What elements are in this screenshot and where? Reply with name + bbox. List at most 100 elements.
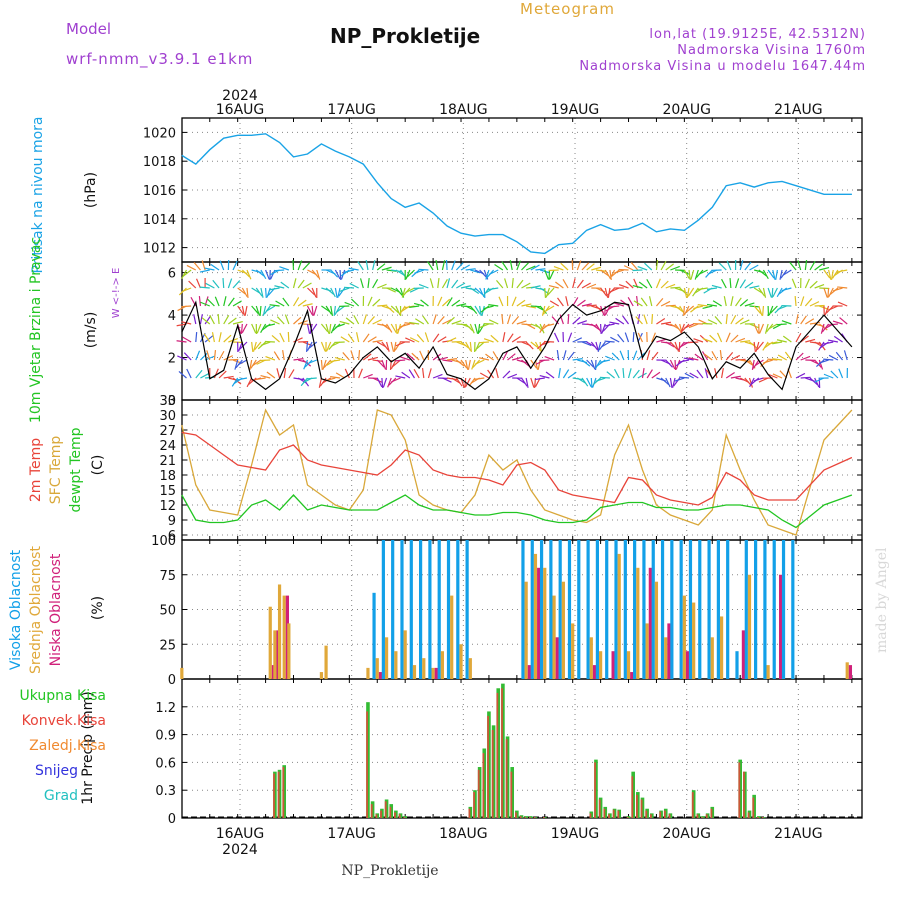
wind-arrow: [488, 319, 499, 325]
wind-arrow: [651, 351, 659, 361]
wind-arrow: [620, 299, 629, 307]
wind-arrow: [818, 341, 825, 351]
wind-arrow: [421, 368, 425, 379]
wind-arrow: [284, 314, 290, 325]
wind-arrow: [581, 262, 590, 271]
wind-arrow: [204, 335, 214, 343]
wind-arrow: [567, 371, 577, 379]
wind-arrow: [632, 269, 643, 272]
wind-arrow: [516, 299, 526, 307]
precip-conv-bar: [691, 792, 694, 818]
cloud-bar: [766, 665, 770, 679]
cloud-bar: [446, 540, 451, 679]
wind-arrow: [177, 355, 187, 361]
wind-arrow: [335, 323, 345, 328]
wind-arrow: [832, 287, 843, 292]
wind-arrow: [644, 262, 653, 271]
wind-arrow: [266, 305, 276, 312]
wind-arrow: [590, 377, 593, 389]
wind-arrow: [655, 278, 661, 289]
wind-arrow: [193, 261, 201, 271]
wind-arrow: [372, 377, 382, 383]
wind-arrow: [730, 314, 737, 325]
wind-arrow: [260, 269, 267, 280]
wind-arrow: [501, 261, 509, 271]
precip-conv-bar: [603, 808, 606, 818]
precip-conv-bar: [533, 817, 536, 818]
cloud-bar: [633, 540, 637, 679]
wind-arrow: [581, 377, 589, 387]
wind-arrow: [322, 359, 327, 370]
wind-arrow: [567, 313, 570, 325]
wind-arrow: [516, 260, 521, 271]
wind-arrow: [637, 332, 644, 343]
wind-arrow: [683, 287, 688, 298]
wind-arrow: [418, 268, 429, 271]
wind-arrow: [460, 264, 470, 271]
wind-arrow: [617, 333, 625, 343]
wind-arrow: [809, 280, 818, 289]
wind-arrow: [418, 283, 429, 289]
wind-arrow: [614, 302, 625, 307]
wind-arrow: [516, 320, 527, 325]
wind-arrow: [823, 269, 831, 279]
wind-arrow: [805, 318, 815, 325]
precip-conv-bar: [617, 810, 620, 818]
low-cloud-side-label: Niska Oblacnost: [48, 553, 64, 666]
wind-arrow: [502, 370, 511, 379]
wind-arrow: [232, 320, 243, 325]
wind-arrow: [777, 305, 787, 311]
wind-arrow: [758, 269, 768, 277]
wind-arrow: [600, 305, 605, 316]
wind-arrow: [209, 314, 215, 325]
wind-arrow: [502, 350, 509, 361]
top-day-label: 18AUG: [439, 102, 488, 118]
compass-ew-text: W <-!-> E: [111, 268, 122, 319]
wind-arrow: [381, 341, 389, 351]
wind-arrow: [265, 269, 270, 280]
wind-arrow: [288, 369, 295, 379]
wind-arrow: [476, 341, 485, 350]
pressure-side-label: Pritisak na nivou mora: [30, 116, 46, 273]
top-day-label: 19AUG: [551, 102, 600, 118]
precip-conv-bar: [659, 811, 662, 818]
wind-arrow: [511, 315, 520, 325]
wind-arrow: [678, 341, 681, 353]
wind-arrow: [674, 341, 680, 352]
wind-arrow: [178, 370, 187, 379]
wind-arrow: [330, 269, 339, 278]
wind-arrow: [302, 282, 312, 289]
wind-arrow: [718, 262, 727, 271]
wind-arrow: [320, 323, 329, 333]
cloud-bar: [277, 584, 282, 679]
wind-arrow: [502, 332, 506, 343]
cloud-bar: [845, 662, 849, 679]
wind-arrow: [814, 377, 820, 388]
wind-arrow: [762, 341, 769, 351]
wind-arrow: [702, 338, 713, 343]
wind-arrow: [465, 359, 469, 370]
wind-arrow: [199, 314, 203, 325]
wind-arrow: [753, 305, 762, 314]
wind-arrow: [656, 338, 667, 343]
wind-arrow: [818, 359, 829, 364]
wind-arrow: [749, 377, 755, 388]
cloud-bar: [710, 637, 714, 679]
wind-arrow: [689, 372, 699, 379]
wind-arrow: [446, 358, 458, 361]
precip-conv-bar: [663, 810, 666, 818]
wind-arrow: [223, 315, 230, 325]
precip-conv-bar: [477, 769, 480, 818]
wind-arrow: [684, 323, 694, 329]
wind-arrow: [572, 337, 583, 343]
wind-arrow: [446, 316, 455, 325]
wind-arrow: [597, 341, 602, 352]
wind-arrow: [303, 359, 309, 370]
cloud-bar: [679, 540, 683, 679]
wind-arrow: [537, 359, 541, 370]
legend-hail: Grad: [44, 788, 78, 804]
wind-arrow: [488, 304, 499, 307]
precip-conv-bar: [747, 812, 750, 818]
wind-arrow: [367, 336, 377, 343]
